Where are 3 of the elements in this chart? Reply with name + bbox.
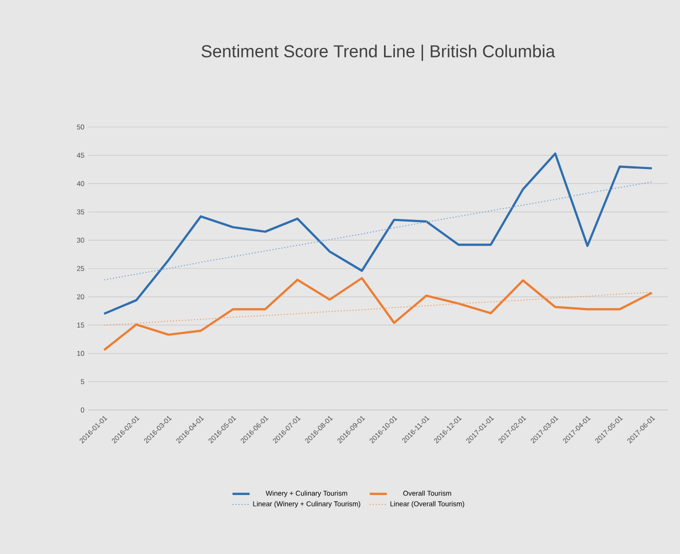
- chart-title: Sentiment Score Trend Line | British Columbia: [202, 44, 556, 61]
- line-series: [103, 152, 653, 315]
- line-series: [103, 277, 653, 352]
